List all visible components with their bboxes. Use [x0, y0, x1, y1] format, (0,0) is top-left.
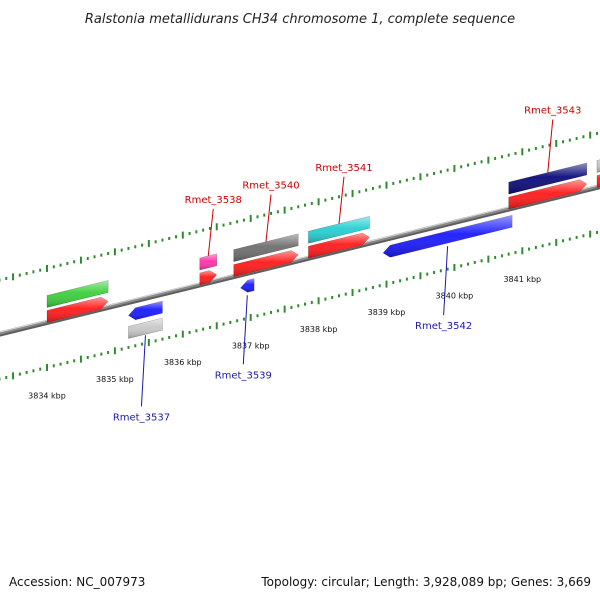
rmet-3540-forward-gene-leader	[265, 194, 272, 242]
map-title: Ralstonia metallidurans CH34 chromosome …	[85, 12, 515, 27]
scale-label-3838: 3838 kbp	[300, 325, 338, 334]
rmet-3543-forward-gene-leader	[547, 119, 554, 173]
rmet-3542-reverse-gene-shading	[383, 215, 513, 258]
feature-layer	[46, 154, 600, 339]
feature-10-forward-cds[interactable]	[596, 154, 600, 173]
rmet-3537-reverse-cds-shading	[128, 318, 163, 339]
scale-label-3840: 3840 kbp	[436, 291, 474, 300]
rmet-3541-forward-gene-shading	[308, 233, 370, 259]
feature-12-reverse-gene-shading	[128, 301, 163, 320]
rmet-3537-reverse-cds-label[interactable]: Rmet_3537	[113, 412, 170, 423]
rmet-3539-reverse-gene[interactable]	[240, 278, 255, 293]
rmet-3542-reverse-gene-leader	[443, 246, 449, 316]
scale-label-3839: 3839 kbp	[368, 308, 406, 317]
rmet-3543-forward-gene-label[interactable]: Rmet_3543	[524, 106, 581, 117]
feature-1-forward-gene-shading	[47, 297, 109, 323]
rmet-3537-reverse-cds[interactable]	[128, 317, 163, 339]
rmet-3541-forward-gene-label[interactable]: Rmet_3541	[315, 163, 372, 174]
scale-label-3837: 3837 kbp	[232, 341, 270, 350]
scale-label-3841: 3841 kbp	[503, 275, 541, 284]
rmet-3538-forward-gene[interactable]	[199, 270, 218, 286]
scale-label-3836: 3836 kbp	[164, 358, 202, 367]
rmet-3542-reverse-gene-label[interactable]: Rmet_3542	[415, 321, 472, 332]
feature-6-forward-cds-shading	[308, 216, 370, 244]
rmet-3541-forward-gene-leader	[338, 176, 345, 224]
feature-12-reverse-gene[interactable]	[128, 300, 163, 321]
rmet-3537-reverse-cds-leader	[140, 335, 146, 407]
rmet-3539-reverse-gene-shading	[240, 278, 255, 293]
rmet-3538-forward-gene-leader	[207, 208, 214, 256]
rmet-3541-forward-gene[interactable]	[308, 232, 370, 259]
rmet-3543-forward-gene[interactable]	[508, 179, 588, 210]
rmet-3540-forward-gene-label[interactable]: Rmet_3540	[242, 181, 299, 192]
rmet-3542-reverse-gene[interactable]	[382, 214, 513, 258]
rmet-3543-forward-gene-shading	[508, 179, 587, 210]
scale-label-3834: 3834 kbp	[28, 391, 66, 400]
rmet-3538-forward-gene-shading	[199, 270, 217, 285]
rmet-3539-reverse-gene-leader	[242, 295, 248, 365]
feature-6-forward-cds[interactable]	[308, 215, 370, 244]
feature-8-forward-cds-shading	[508, 162, 587, 195]
feature-0-forward-cds[interactable]	[46, 280, 109, 308]
rmet-3539-reverse-gene-label[interactable]: Rmet_3539	[215, 370, 272, 381]
accession-text: Accession: NC_007973	[9, 575, 145, 589]
feature-1-forward-gene[interactable]	[46, 296, 109, 323]
tick-layer: 3834 kbp 3835 kbp 3836 kbp 3837 kbp 3838 kbp…	[0, 131, 598, 400]
feature-2-forward-cds[interactable]	[199, 253, 217, 271]
feature-4-forward-cds[interactable]	[233, 233, 299, 262]
feature-8-forward-cds[interactable]	[508, 162, 588, 195]
genome-summary-text: Topology: circular; Length: 3,928,089 bp…	[260, 575, 591, 589]
feature-0-forward-cds-shading	[47, 280, 109, 308]
scale-label-3835: 3835 kbp	[96, 375, 134, 384]
rmet-3540-forward-gene-shading	[233, 250, 299, 277]
feature-11-forward-gene-shading	[596, 174, 600, 188]
feature-4-forward-cds-shading	[233, 233, 299, 262]
rmet-3538-forward-gene-label[interactable]: Rmet_3538	[185, 195, 242, 206]
feature-2-forward-cds-shading	[199, 253, 217, 270]
feature-10-forward-cds-shading	[596, 159, 600, 173]
rmet-3540-forward-gene[interactable]	[233, 250, 299, 277]
feature-11-forward-gene[interactable]	[596, 170, 600, 188]
